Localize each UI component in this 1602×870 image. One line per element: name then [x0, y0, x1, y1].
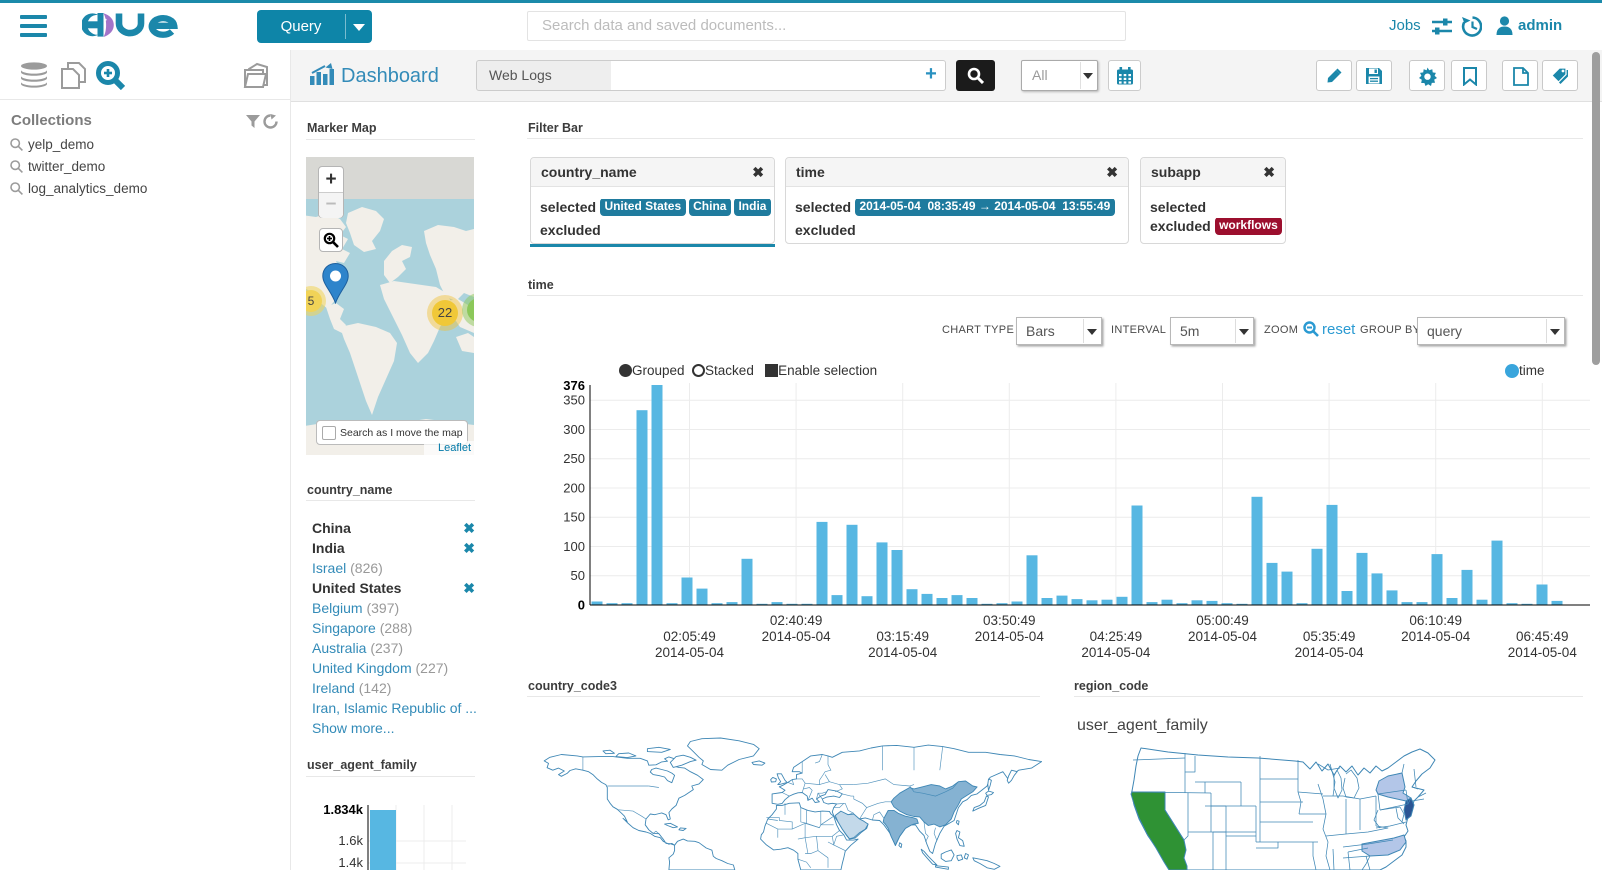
- svg-text:250: 250: [563, 451, 585, 466]
- svg-text:05:35:49: 05:35:49: [1303, 629, 1356, 644]
- svg-text:50: 50: [571, 568, 585, 583]
- svg-text:1.4k: 1.4k: [338, 855, 363, 870]
- svg-text:2014-05-04: 2014-05-04: [1401, 629, 1471, 644]
- svg-text:02:05:49: 02:05:49: [663, 629, 716, 644]
- svg-text:100: 100: [563, 539, 585, 554]
- svg-text:05:00:49: 05:00:49: [1196, 613, 1249, 628]
- svg-text:150: 150: [563, 510, 585, 525]
- svg-text:300: 300: [563, 422, 585, 437]
- svg-text:06:10:49: 06:10:49: [1409, 613, 1462, 628]
- svg-text:376: 376: [563, 380, 585, 393]
- svg-text:0: 0: [578, 598, 585, 613]
- svg-text:1.834k: 1.834k: [323, 802, 364, 817]
- svg-text:2014-05-04: 2014-05-04: [868, 645, 938, 660]
- svg-text:200: 200: [563, 481, 585, 496]
- svg-text:2014-05-04: 2014-05-04: [1081, 645, 1151, 660]
- svg-text:2014-05-04: 2014-05-04: [1295, 645, 1365, 660]
- svg-text:2014-05-04: 2014-05-04: [975, 629, 1045, 644]
- svg-text:02:40:49: 02:40:49: [770, 613, 823, 628]
- svg-text:2014-05-04: 2014-05-04: [1508, 645, 1578, 660]
- svg-text:2014-05-04: 2014-05-04: [762, 629, 832, 644]
- svg-text:03:15:49: 03:15:49: [876, 629, 929, 644]
- svg-text:350: 350: [563, 393, 585, 408]
- svg-text:2014-05-04: 2014-05-04: [1188, 629, 1258, 644]
- svg-text:04:25:49: 04:25:49: [1090, 629, 1143, 644]
- svg-text:2014-05-04: 2014-05-04: [655, 645, 725, 660]
- svg-text:03:50:49: 03:50:49: [983, 613, 1036, 628]
- svg-text:06:45:49: 06:45:49: [1516, 629, 1569, 644]
- svg-text:1.6k: 1.6k: [338, 833, 363, 848]
